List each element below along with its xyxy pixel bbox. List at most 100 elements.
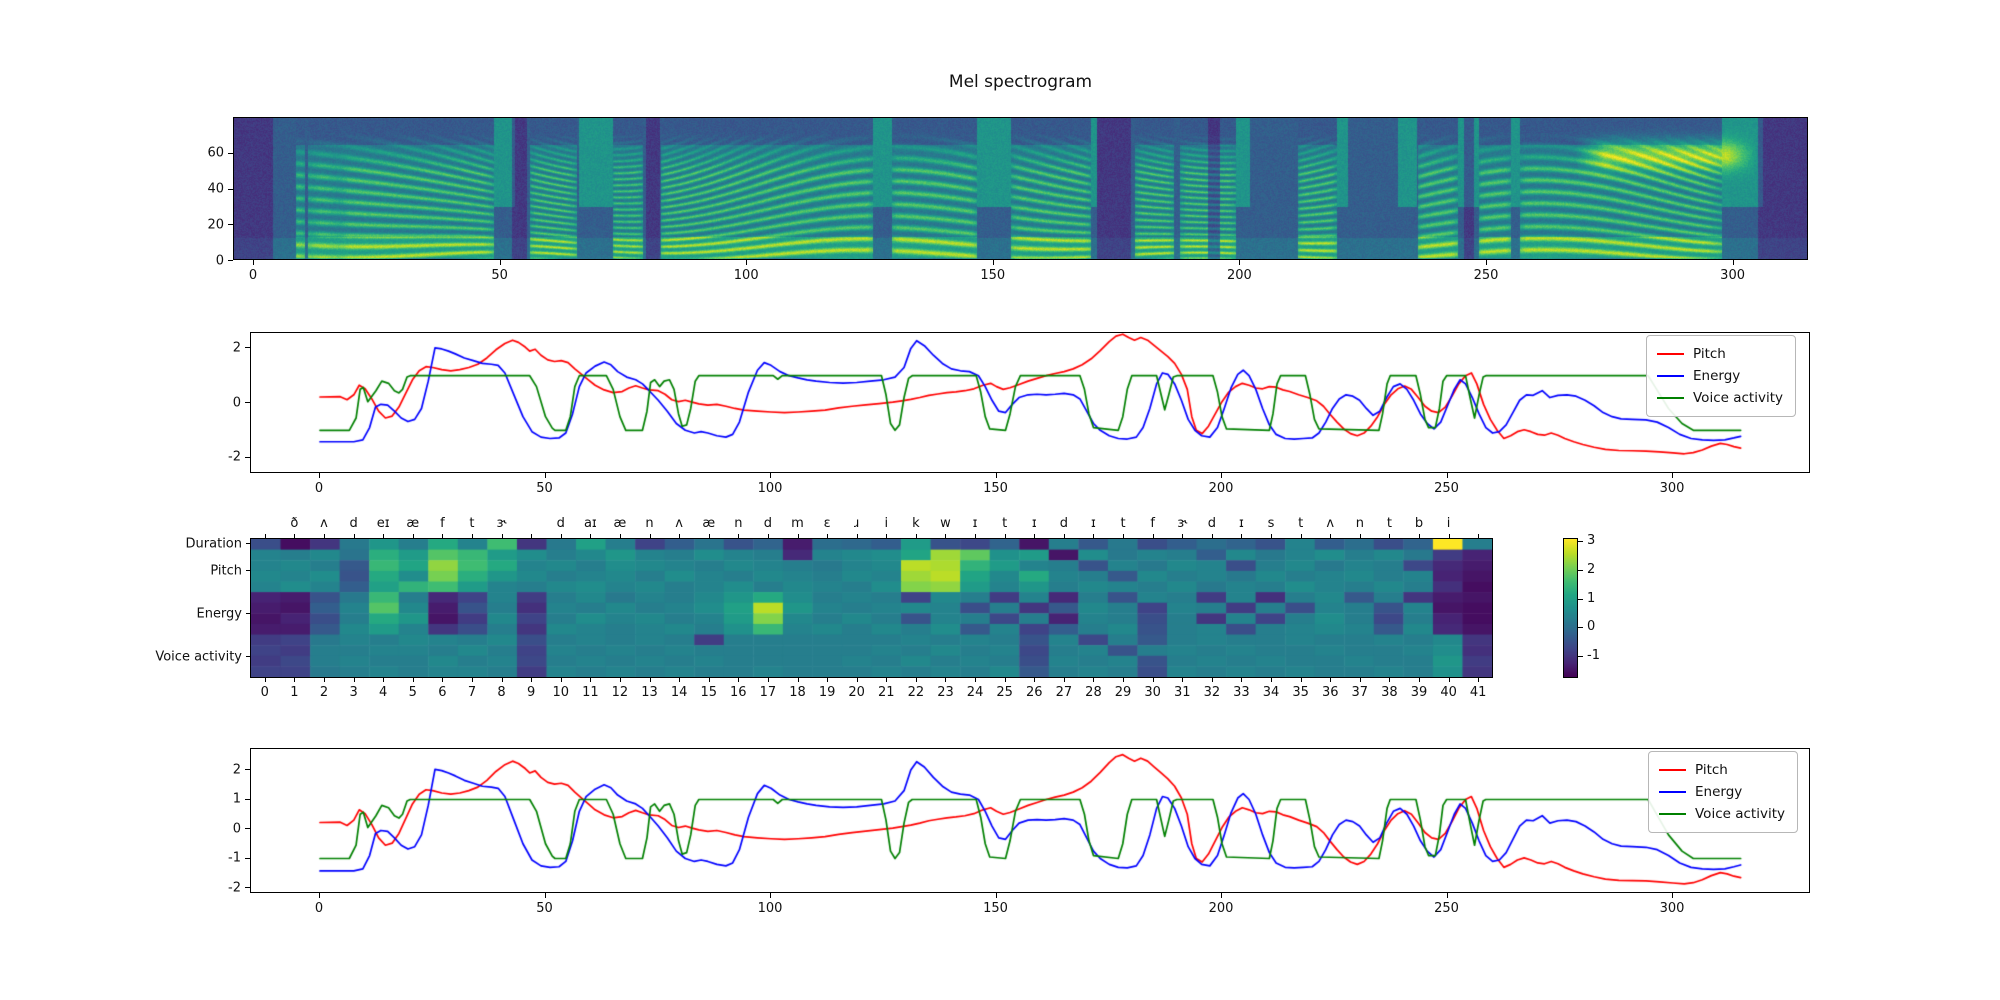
colorbar-tick-0-mark <box>1578 627 1583 629</box>
plot-bottom-ytick-2-label: 2 <box>232 762 241 777</box>
heatmap-top-tick-7 <box>471 534 473 538</box>
heatmap-xtick-22-label: 22 <box>907 685 925 700</box>
heatmap-xtick-37-mark <box>1359 678 1361 682</box>
heatmap-xtick-15-mark <box>708 678 710 682</box>
phoneme-label-16: n <box>734 516 743 531</box>
phoneme-label-11: aɪ <box>583 516 597 531</box>
plot-top-xtick-50-mark <box>544 473 546 478</box>
plot-bottom-xtick-0-label: 0 <box>314 901 324 916</box>
heatmap-xtick-36-mark <box>1330 678 1332 682</box>
heatmap-row-label-voice-activity: Voice activity <box>155 649 242 665</box>
spec-xtick-0-mark <box>253 260 254 265</box>
colorbar-tick-3-mark <box>1578 541 1583 543</box>
heatmap-row-label-pitch: Pitch <box>210 563 242 579</box>
plot-top-ytick-0-mark <box>245 402 250 403</box>
prosody-lines-bottom <box>251 749 1809 892</box>
heatmap-top-tick-33 <box>1241 534 1243 538</box>
colorbar-tick-1-mark <box>1578 598 1583 600</box>
heatmap-xtick-28-label: 28 <box>1085 685 1102 700</box>
heatmap-xtick-13-label: 13 <box>641 685 658 700</box>
legend-item-pitch-bottom: Pitch <box>1659 759 1785 781</box>
plot-bottom-xtick-300-mark <box>1672 893 1673 898</box>
prosody-line-plot-top-axes <box>250 332 1810 473</box>
plot-bottom-xtick-50-label: 50 <box>536 901 553 916</box>
legend-label: Energy <box>1693 368 1741 384</box>
heatmap-xtick-12-mark <box>619 678 621 682</box>
plot-bottom-xtick-0-mark <box>319 893 320 898</box>
plot-bottom-ytick-2-mark <box>245 769 250 770</box>
heatmap-xtick-30-mark <box>1152 678 1154 682</box>
colorbar-tick-0-label: 0 <box>1587 619 1596 635</box>
heatmap-xtick-25-mark <box>1004 678 1006 682</box>
plot-top-xtick-200-label: 200 <box>1208 481 1234 496</box>
legend-item-voice-activity-top: Voice activity <box>1657 387 1783 409</box>
plot-bottom-ytick--2-mark <box>245 887 250 888</box>
heatmap-xtick-38-label: 38 <box>1381 685 1398 700</box>
plot-bottom-xtick-250-label: 250 <box>1434 901 1459 916</box>
heatmap-top-tick-16 <box>738 534 740 538</box>
spec-xtick-300-mark <box>1732 260 1734 265</box>
heatmap-xtick-9-mark <box>531 678 533 682</box>
heatmap-xtick-32-label: 32 <box>1203 685 1221 700</box>
plot-bottom-xtick-100-label: 100 <box>757 901 783 916</box>
heatmap-xtick-2-mark <box>323 678 325 682</box>
phoneme-label-30: f <box>1150 516 1155 531</box>
heatmap-xtick-15-label: 15 <box>700 685 717 700</box>
legend-bottom: Pitch Energy Voice activity <box>1648 751 1798 833</box>
plot-bottom-xtick-200-mark <box>1221 893 1222 898</box>
spec-xtick-250-label: 250 <box>1473 268 1499 283</box>
legend-line-swatch <box>1659 769 1686 771</box>
phoneme-label-14: ʌ <box>675 516 683 531</box>
heatmap-xtick-20-label: 20 <box>848 685 865 700</box>
heatmap-top-tick-22 <box>915 534 917 538</box>
legend-item-pitch-top: Pitch <box>1657 343 1783 365</box>
plot-bottom-ytick-0-mark <box>245 828 250 829</box>
heatmap-xtick-30-label: 30 <box>1144 685 1161 700</box>
plot-top-xtick-100-label: 100 <box>757 481 783 496</box>
heatmap-xtick-25-label: 25 <box>996 685 1013 700</box>
plot-top-xtick-50-label: 50 <box>536 481 553 496</box>
heatmap-xtick-40-label: 40 <box>1440 685 1457 700</box>
prosody-line-plot-bottom-axes <box>250 748 1810 893</box>
phoneme-label-40: i <box>1446 516 1451 531</box>
heatmap-xtick-21-label: 21 <box>878 685 895 700</box>
heatmap-top-tick-29 <box>1123 534 1125 538</box>
heatmap-xtick-3-label: 3 <box>349 685 358 700</box>
colorbar-gradient <box>1564 539 1577 677</box>
plot-bottom-ytick--1-label: -1 <box>228 850 241 866</box>
heatmap-top-tick-4 <box>383 534 385 538</box>
heatmap-xtick-16-label: 16 <box>730 685 747 700</box>
heatmap-top-tick-5 <box>412 534 414 538</box>
phoneme-heatmap-axes <box>250 538 1493 678</box>
heatmap-xtick-19-mark <box>827 678 829 682</box>
spec-ytick-40-label: 40 <box>207 181 224 197</box>
heatmap-top-tick-18 <box>797 534 799 538</box>
legend-label: Pitch <box>1695 762 1728 778</box>
heatmap-top-tick-17 <box>767 534 769 538</box>
phoneme-label-13: n <box>645 516 654 531</box>
mel-spectrogram-axes <box>233 117 1808 260</box>
heatmap-top-tick-19 <box>827 534 829 538</box>
spec-xtick-150-label: 150 <box>980 268 1006 283</box>
heatmap-xtick-10-label: 10 <box>552 685 570 700</box>
heatmap-top-tick-30 <box>1152 534 1154 538</box>
heatmap-xtick-4-mark <box>383 678 385 682</box>
heatmap-xtick-7-label: 7 <box>467 685 477 700</box>
phoneme-label-3: d <box>349 516 358 531</box>
colorbar-tick-2-mark <box>1578 570 1583 571</box>
heatmap-xtick-8-mark <box>501 678 503 682</box>
plot-bottom-ytick-0-label: 0 <box>232 821 241 836</box>
heatmap-xtick-5-mark <box>412 678 414 682</box>
heatmap-top-tick-10 <box>560 534 562 538</box>
heatmap-xtick-38-mark <box>1389 678 1391 682</box>
colorbar-tick--1-mark <box>1578 656 1583 658</box>
heatmap-xtick-11-label: 11 <box>582 685 599 700</box>
plot-top-ytick-2-label: 2 <box>232 340 241 356</box>
phoneme-label-12: æ <box>613 516 627 531</box>
heatmap-xtick-10-mark <box>560 678 562 682</box>
heatmap-xtick-39-mark <box>1419 678 1420 682</box>
heatmap-xtick-34-mark <box>1271 678 1273 682</box>
heatmap-top-tick-9 <box>531 534 533 538</box>
spec-xtick-300-label: 300 <box>1720 268 1746 283</box>
